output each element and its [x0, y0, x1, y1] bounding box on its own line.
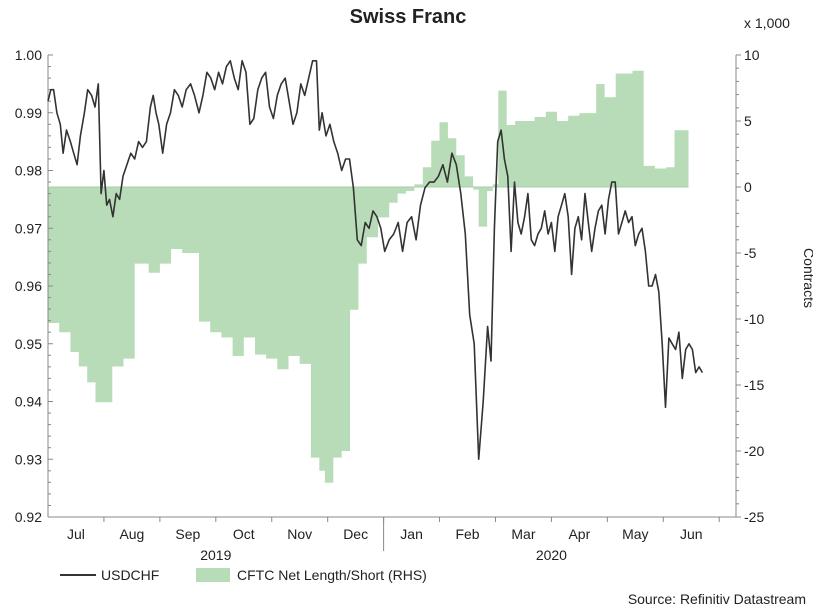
- x-month-label: Mar: [511, 526, 535, 542]
- x-month-label: Nov: [287, 526, 312, 542]
- cftc-area: [48, 70, 689, 483]
- y-right-tick-label: 0: [744, 179, 752, 195]
- y-left-tick-label: 0.93: [15, 451, 42, 467]
- x-month-label: Dec: [343, 526, 368, 542]
- legend-usdchf-label: USDCHF: [101, 567, 159, 583]
- axes: 0.92 0.93 0.94 0.95 0.96 0.97 0.98 0.99 1.00 -25 -…: [15, 47, 765, 563]
- y-right-tick-label: -20: [744, 443, 764, 459]
- y-left-tick-label: 0.97: [15, 220, 42, 236]
- legend: USDCHF CFTC Net Length/Short (RHS): [60, 567, 427, 583]
- x-month-label: Feb: [455, 526, 479, 542]
- y-left-tick-label: 0.94: [15, 394, 42, 410]
- x-month-label: Aug: [119, 526, 144, 542]
- x-month-label: Jan: [400, 526, 423, 542]
- y-left-tick-label: 0.95: [15, 336, 42, 352]
- y-right-tick-label: -15: [744, 377, 764, 393]
- y2-axis-label: Contracts: [801, 248, 813, 308]
- chart-title: Swiss Franc: [350, 6, 467, 28]
- y2-multiplier-label: x 1,000: [744, 15, 790, 31]
- x-month-label: May: [622, 526, 648, 542]
- cftc-area-series: [48, 70, 689, 483]
- x-month-label: Apr: [568, 526, 590, 542]
- x-month-label: Jul: [67, 526, 85, 542]
- usdchf-line: [47, 59, 704, 461]
- x-month-label: Sep: [175, 526, 200, 542]
- y-left-tick-label: 0.96: [15, 278, 42, 294]
- y-right-tick-label: -25: [744, 509, 764, 525]
- y-right-tick-label: 10: [744, 47, 760, 63]
- y-right-tick-label: -10: [744, 311, 764, 327]
- x-year-label: 2020: [536, 547, 567, 563]
- legend-cftc-swatch: [196, 568, 230, 582]
- y-left-tick-label: 0.92: [15, 509, 42, 525]
- x-month-label: Jun: [680, 526, 703, 542]
- legend-cftc-label: CFTC Net Length/Short (RHS): [237, 567, 427, 583]
- usdchf-line-series: [47, 59, 704, 461]
- x-year-label: 2019: [200, 547, 231, 563]
- source-label: Source: Refinitiv Datastream: [628, 591, 806, 607]
- y-left-tick-label: 1.00: [15, 47, 42, 63]
- y-left-tick-label: 0.98: [15, 163, 42, 179]
- y-left-tick-label: 0.99: [15, 105, 42, 121]
- y-right-tick-label: -5: [744, 245, 757, 261]
- y-right-tick-label: 5: [744, 113, 752, 129]
- x-month-label: Oct: [233, 526, 255, 542]
